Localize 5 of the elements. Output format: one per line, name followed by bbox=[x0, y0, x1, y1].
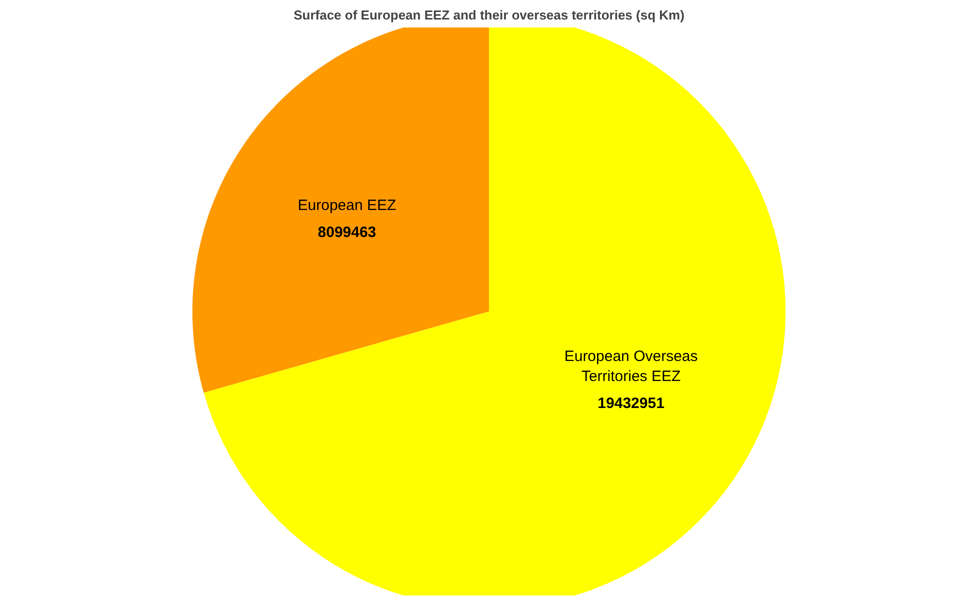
chart-title: Surface of European EEZ and their overseas territories (sq Km) bbox=[294, 8, 684, 22]
slice-label: European Overseas Territories EEZ bbox=[564, 348, 698, 386]
data-label: 8099463 bbox=[318, 224, 376, 241]
slice-label: European EEZ bbox=[298, 197, 396, 214]
data-label: 19432951 bbox=[598, 395, 664, 412]
